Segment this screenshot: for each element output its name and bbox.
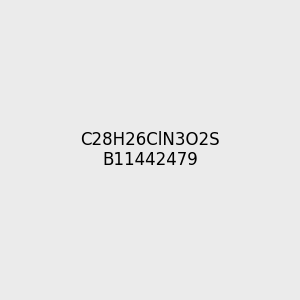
Text: C28H26ClN3O2S
B11442479: C28H26ClN3O2S B11442479	[80, 130, 220, 170]
